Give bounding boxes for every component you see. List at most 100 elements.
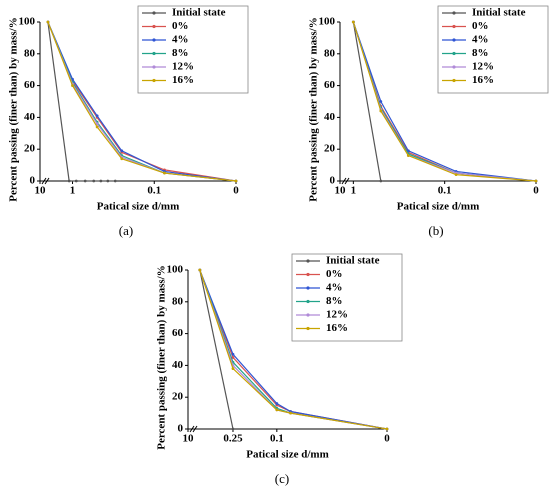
legend-marker <box>306 299 310 304</box>
legend-label: 8% <box>472 47 489 59</box>
x-tick-label: 0 <box>384 433 390 445</box>
legend-label: Initial state <box>472 7 526 19</box>
legend-marker <box>452 78 456 83</box>
legend-marker <box>152 51 156 56</box>
point <box>99 179 103 183</box>
y-tick-label: 20 <box>172 391 184 403</box>
point <box>83 179 87 183</box>
point <box>379 100 383 103</box>
legend-label: 12% <box>172 61 194 73</box>
legend-label: 0% <box>472 20 489 32</box>
y-tick-label: 40 <box>172 359 184 371</box>
y-tick-label: 20 <box>24 143 36 155</box>
point <box>67 179 71 183</box>
point <box>406 149 410 153</box>
point <box>454 173 458 177</box>
point <box>231 427 235 431</box>
y-tick-label: 80 <box>172 295 184 307</box>
point <box>106 179 110 183</box>
point <box>95 114 99 118</box>
legend-label: 4% <box>326 282 343 294</box>
axis-break <box>344 177 350 185</box>
legend-label: 8% <box>326 295 343 307</box>
point <box>385 427 389 431</box>
legend-marker <box>152 11 156 15</box>
legend-marker <box>452 38 456 42</box>
y-tick-label: 100 <box>319 16 336 28</box>
y-tick-label: 80 <box>24 47 36 59</box>
y-axis-label: Percent passing (finer than) by mass/% <box>156 265 168 449</box>
x-tick-label: 0.25 <box>223 433 243 445</box>
legend-marker <box>306 259 310 263</box>
point <box>275 408 279 412</box>
legend-marker <box>306 326 310 331</box>
caption: (b) <box>428 223 443 238</box>
x-tick-label: 10 <box>335 185 347 197</box>
legend-marker <box>306 286 310 290</box>
point <box>198 268 202 272</box>
x-tick-label: 0.1 <box>438 185 452 197</box>
series-line <box>199 269 234 430</box>
point <box>534 179 538 183</box>
y-tick-label: 20 <box>324 143 336 155</box>
series-line <box>352 21 382 182</box>
y-tick-label: 60 <box>324 79 336 91</box>
point <box>379 109 383 113</box>
legend-label: 8% <box>172 47 189 59</box>
point <box>95 125 99 129</box>
axis-break <box>192 425 198 433</box>
y-tick-label: 100 <box>167 264 184 276</box>
x-tick-label: 0 <box>533 185 539 197</box>
caption: (a) <box>119 223 133 238</box>
point <box>71 84 74 87</box>
legend-marker <box>452 51 456 56</box>
x-tick-label: 10 <box>35 185 47 197</box>
point <box>46 20 50 24</box>
legend-box <box>137 5 249 94</box>
point <box>74 179 78 183</box>
legend-label: 16% <box>472 74 494 86</box>
point <box>275 402 279 405</box>
x-axis-label: Patical size d/mm <box>246 449 328 461</box>
legend-label: 16% <box>172 74 194 86</box>
axis-break <box>41 177 47 185</box>
legend-marker <box>452 11 456 15</box>
x-tick-label: 0.1 <box>270 433 284 445</box>
axis-break <box>189 425 195 433</box>
y-tick-label: 60 <box>172 327 184 339</box>
x-axis-label: Patical size d/mm <box>97 201 179 213</box>
axis-break <box>341 177 347 185</box>
point <box>95 122 99 126</box>
legend-box <box>291 253 403 342</box>
legend-label: 0% <box>172 20 189 32</box>
axis-break <box>44 177 50 185</box>
y-axis-label: Percent passing (finer than) by mass/% <box>8 17 20 201</box>
legend-marker <box>452 24 456 29</box>
legend-marker <box>306 313 310 317</box>
legend-label: 16% <box>326 322 348 334</box>
legend-label: 0% <box>326 268 343 280</box>
legend-box <box>437 5 549 94</box>
point <box>351 20 355 24</box>
y-tick-label: 100 <box>19 16 36 28</box>
point <box>231 352 235 356</box>
point <box>379 179 383 183</box>
legend-marker <box>452 65 456 69</box>
point <box>406 154 410 157</box>
x-tick-label: 1 <box>70 185 76 197</box>
caption: (c) <box>275 471 289 486</box>
point <box>92 179 96 183</box>
point <box>289 411 292 415</box>
x-tick-label: 1 <box>351 185 357 197</box>
series-line <box>47 21 237 182</box>
legend-marker <box>152 78 156 83</box>
y-tick-label: 40 <box>324 111 336 123</box>
y-tick-label: 60 <box>24 79 36 91</box>
point <box>231 367 235 370</box>
legend-label: Initial state <box>172 7 226 19</box>
x-tick-label: 0 <box>233 185 239 197</box>
point <box>120 149 124 153</box>
series-line <box>47 21 237 182</box>
y-axis-label: Percent passing (finer than) by mass/% <box>308 17 320 201</box>
